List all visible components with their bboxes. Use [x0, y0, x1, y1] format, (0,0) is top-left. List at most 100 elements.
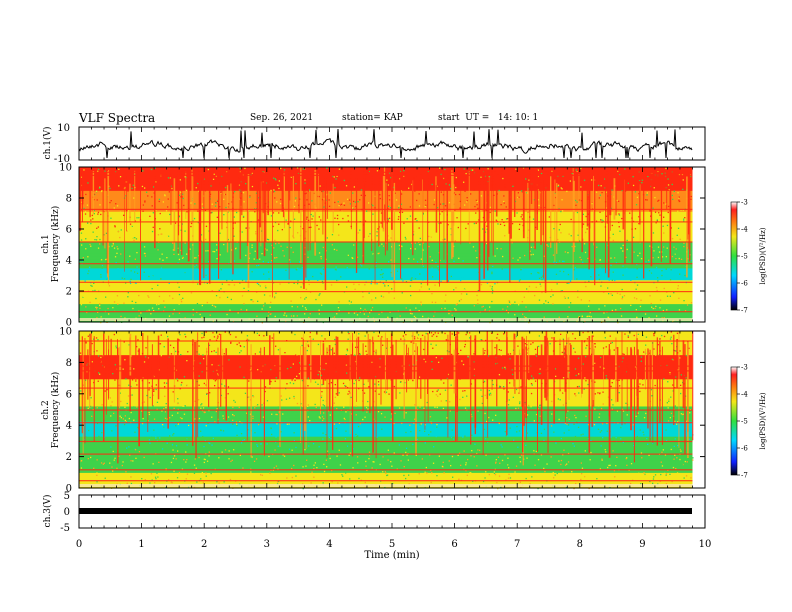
spectrogram-pixel — [396, 237, 398, 239]
spectrogram-pixel — [435, 261, 437, 264]
spectrogram-pixel — [230, 341, 232, 343]
spectrogram-pixel — [440, 222, 442, 224]
spectrogram-pixel — [338, 332, 340, 334]
spectrogram-pixel — [235, 248, 237, 250]
spectrogram-pixel — [87, 182, 89, 184]
spectrogram-pixel — [240, 433, 243, 435]
spectrogram-pixel — [481, 283, 484, 285]
spectrogram-pixel — [475, 242, 478, 244]
spectrogram-pixel — [363, 482, 365, 484]
spectrogram-pixel — [121, 331, 123, 333]
spectrogram-pixel — [481, 402, 483, 405]
spectrogram-pixel — [649, 245, 651, 247]
spectrogram-pixel — [517, 407, 520, 409]
spectrogram-pixel — [537, 169, 539, 171]
spectrogram-pixel — [236, 424, 238, 427]
spectrogram-pixel — [449, 401, 451, 403]
spectrogram-pixel — [358, 216, 360, 218]
spectrogram-pixel — [630, 463, 633, 465]
spectrogram-pixel — [478, 250, 480, 252]
spectrogram-pixel — [208, 261, 210, 263]
spectrogram-pixel — [624, 482, 626, 484]
spectrogram-pixel — [281, 242, 283, 244]
spectrogram-pixel — [663, 232, 665, 234]
spectrogram-pixel — [90, 425, 92, 427]
spectrogram-pixel — [557, 238, 559, 241]
spectrogram-pixel — [202, 316, 205, 318]
spectrogram-pixel — [100, 213, 102, 216]
sferic-streak — [529, 171, 531, 260]
spectrogram-pixel — [515, 414, 517, 416]
spectrogram-pixel — [466, 185, 469, 187]
spectrogram-pixel — [444, 307, 446, 310]
sferic-streak — [309, 170, 311, 251]
spectrogram-pixel — [262, 260, 264, 263]
spectrogram-pixel — [451, 333, 453, 335]
spectrogram-pixel — [647, 308, 650, 310]
spectrogram-pixel — [622, 265, 624, 267]
spectrogram-pixel — [228, 421, 230, 423]
spectrogram-pixel — [376, 231, 378, 233]
spectrogram-pixel — [518, 304, 520, 306]
spectrogram-pixel — [278, 180, 280, 182]
spectrogram-pixel — [638, 334, 641, 336]
spectrogram-pixel — [609, 237, 611, 239]
spectrogram-pixel — [440, 173, 442, 176]
spectrogram-pixel — [635, 309, 637, 311]
spectrogram-pixel — [138, 336, 140, 338]
spectrogram-pixel — [110, 466, 112, 468]
spectrogram-pixel — [211, 304, 214, 306]
spectrogram-pixel — [243, 401, 245, 403]
spectrogram-pixel — [686, 420, 688, 422]
spectrogram-pixel — [236, 343, 238, 346]
spectrogram-pixel — [591, 443, 593, 446]
freq-tick-label: 10 — [59, 163, 72, 174]
sferic-streak — [303, 184, 305, 289]
spectrogram-pixel — [186, 180, 188, 182]
spectrogram-pixel — [597, 173, 599, 175]
spectrogram-pixel — [228, 359, 230, 361]
spectrogram-pixel — [365, 350, 367, 352]
spectrogram-pixel — [668, 189, 670, 191]
spectrogram-pixel — [641, 272, 643, 275]
spectrogram-pixel — [599, 355, 602, 357]
spectrogram-pixel — [455, 176, 457, 179]
spectrogram-pixel — [670, 269, 672, 271]
spectrogram-pixel — [301, 379, 304, 382]
spectrogram-pixel — [662, 309, 664, 312]
spectrogram-pixel — [164, 386, 166, 388]
spectrogram-pixel — [297, 443, 299, 445]
spectrogram-pixel — [672, 320, 674, 322]
spectrogram-pixel — [177, 253, 180, 256]
spectrogram-pixel — [574, 433, 576, 435]
spectrogram-pixel — [156, 351, 158, 354]
spectrogram-pixel — [434, 466, 436, 468]
spectrogram-pixel — [472, 189, 475, 191]
spectrogram-pixel — [614, 273, 616, 275]
spectrogram-pixel — [176, 378, 178, 380]
spectrogram-pixel — [330, 260, 332, 262]
spectrogram-pixel — [631, 271, 633, 273]
spectrogram-pixel — [258, 286, 261, 288]
spectrogram-pixel — [335, 266, 337, 268]
spectrogram-pixel — [318, 294, 320, 296]
spectrogram-pixel — [648, 352, 651, 354]
spectrogram-band — [79, 406, 693, 411]
spectrogram-pixel — [620, 315, 623, 317]
spectrogram-pixel — [501, 170, 503, 172]
spectrogram-line — [79, 221, 693, 223]
spectrogram-pixel — [359, 239, 361, 242]
spectrogram-pixel — [290, 176, 292, 178]
spectrogram-pixel — [338, 358, 340, 360]
spectrogram-pixel — [261, 308, 263, 310]
sferic-streak — [491, 169, 493, 243]
spectrogram-pixel — [221, 451, 223, 453]
spectrogram-pixel — [163, 426, 165, 428]
spectrogram-pixel — [360, 289, 362, 291]
spectrogram-pixel — [434, 301, 437, 304]
spectrogram-pixel — [137, 249, 139, 251]
spectrogram-pixel — [217, 475, 219, 477]
spectrogram-pixel — [112, 237, 114, 239]
spectrogram-pixel — [307, 416, 309, 418]
spectrogram-pixel — [546, 184, 548, 186]
